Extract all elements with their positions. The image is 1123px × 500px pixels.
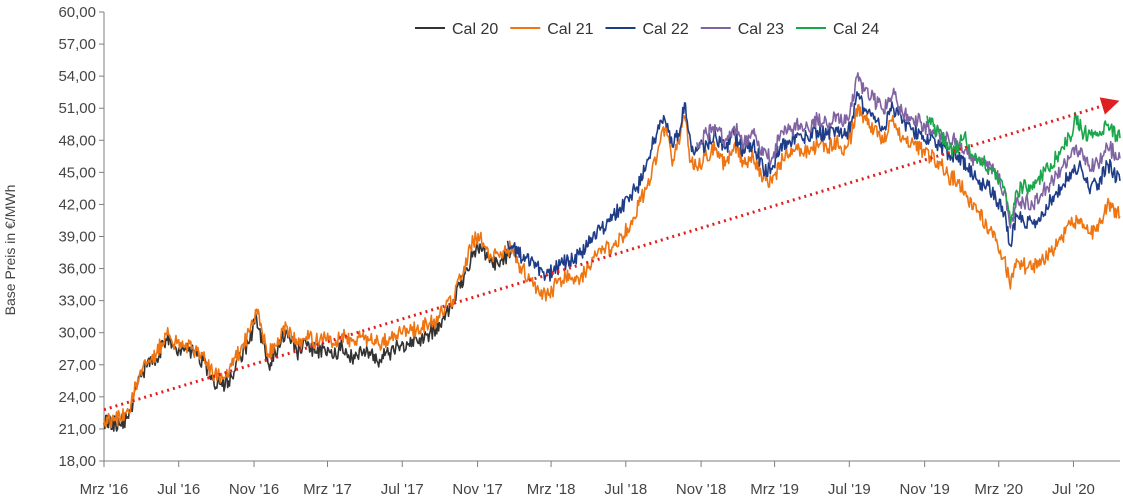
legend-label: Cal 24 <box>833 21 879 38</box>
x-tick-label: Nov '16 <box>229 481 279 498</box>
y-tick-label: 36,00 <box>58 261 96 278</box>
y-axis: 18,00 21,00 24,00 27,00 30,00 33,00 36,00 39,00… <box>58 4 105 470</box>
legend-label: Cal 23 <box>738 21 784 38</box>
series-layer <box>103 72 1121 432</box>
legend-label: Cal 22 <box>643 21 689 38</box>
x-tick-label: Jul '19 <box>828 481 871 498</box>
y-tick-label: 54,00 <box>58 68 96 85</box>
y-axis-title: Base Preis in €/MWh <box>2 185 18 316</box>
series-line-cal-21 <box>103 104 1121 429</box>
y-tick-label: 45,00 <box>58 164 96 181</box>
series-line-cal-22 <box>506 91 1121 282</box>
y-tick-label: 42,00 <box>58 196 96 213</box>
y-tick-label: 57,00 <box>58 36 96 53</box>
series-line-cal-23 <box>696 72 1121 229</box>
y-tick-label: 18,00 <box>58 453 96 470</box>
legend: Cal 20 Cal 21 Cal 22 Cal 23 Cal 24 <box>415 21 879 38</box>
series-line-cal-20 <box>103 239 512 432</box>
y-tick-label: 60,00 <box>58 4 96 21</box>
x-tick-label: Jul '16 <box>157 481 200 498</box>
x-tick-label: Nov '19 <box>899 481 949 498</box>
trendline-layer <box>103 97 1120 412</box>
x-tick-label: Mrz '16 <box>80 481 129 498</box>
x-tick-label: Nov '18 <box>676 481 726 498</box>
x-tick-label: Mrz '19 <box>750 481 799 498</box>
x-tick-label: Mrz '18 <box>527 481 576 498</box>
y-tick-label: 51,00 <box>58 100 96 117</box>
y-tick-label: 27,00 <box>58 357 96 374</box>
trendline-arrow <box>103 97 1120 412</box>
x-tick-label: Jul '17 <box>381 481 424 498</box>
legend-label: Cal 21 <box>547 21 593 38</box>
y-tick-label: 33,00 <box>58 293 96 310</box>
x-axis: Mrz '16 Jul '16 Nov '16 Mrz '17 Jul '17 Nov '… <box>80 460 1120 498</box>
x-tick-label: Jul '18 <box>604 481 647 498</box>
legend-label: Cal 20 <box>452 21 498 38</box>
y-tick-label: 24,00 <box>58 389 96 406</box>
y-tick-label: 21,00 <box>58 421 96 438</box>
x-tick-label: Jul '20 <box>1052 481 1095 498</box>
x-tick-label: Mrz '20 <box>974 481 1023 498</box>
x-tick-label: Nov '17 <box>452 481 502 498</box>
y-tick-label: 48,00 <box>58 132 96 149</box>
series-line-cal-24 <box>926 111 1121 224</box>
x-tick-label: Mrz '17 <box>303 481 352 498</box>
y-tick-label: 39,00 <box>58 229 96 246</box>
y-tick-label: 30,00 <box>58 325 96 342</box>
